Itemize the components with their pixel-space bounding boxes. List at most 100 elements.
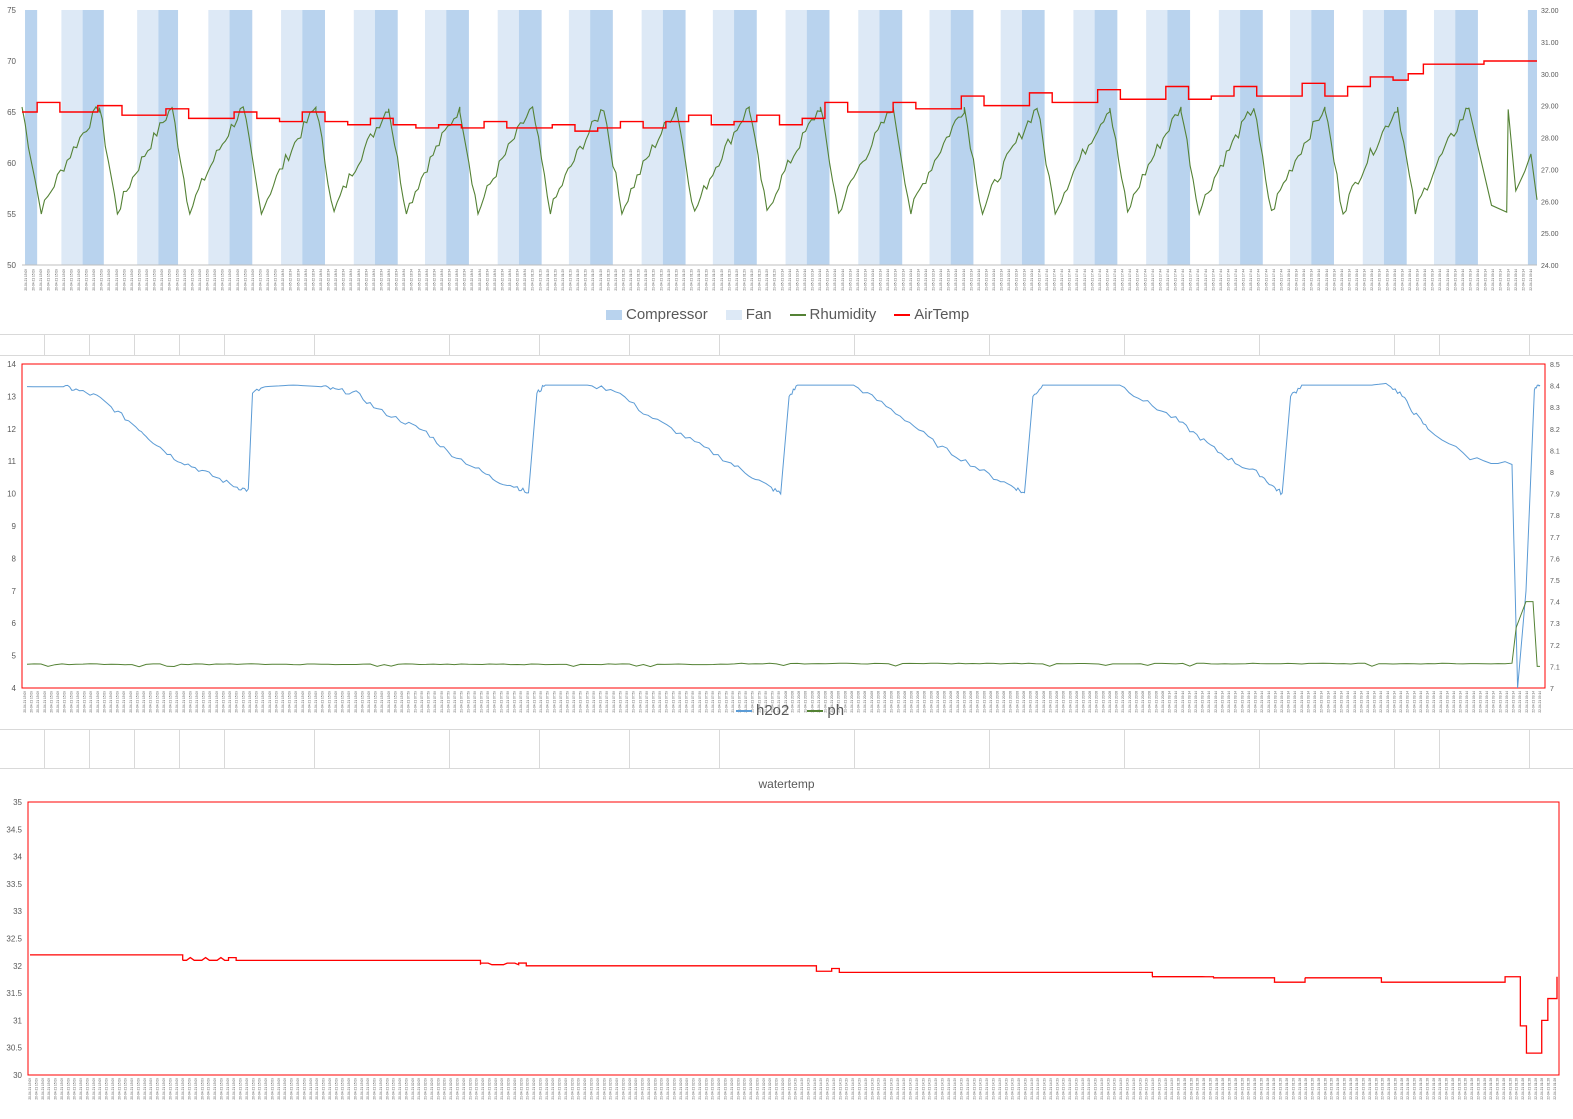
x-tick-label: 20-04-21 15:09 [39,269,43,291]
x-tick-label: 21-04-21 14:29 [857,1078,861,1100]
x-tick-label: 22-04-21 01:28 [1234,1078,1238,1100]
x-tick-label: 21-05-21 10:14 [909,269,913,291]
x-tick-label: 21-04-21 14:29 [813,1078,817,1100]
x-tick-label: 21-05-21 10:14 [871,269,875,291]
x-tick-label: 22-04-21 09:14 [1187,691,1191,713]
x-tick-label: 21-05-21 10:14 [879,269,883,291]
x-tick-label: 21-04-21 02:09 [564,1078,568,1100]
x-tick-label: 22-04-21 09:14 [1484,269,1488,291]
x-tick-label: 21-04-21 20:08 [1009,691,1013,713]
x-tick-label: 21-04-21 01:29 [742,269,746,291]
series-line-ph [26,601,1540,668]
y-tick-10: 35 [13,798,22,807]
legend-label-airtemp: AirTemp [914,306,970,323]
x-tick-label: 21-04-21 02:09 [558,1078,562,1100]
x-tick-label: 22-04-21 01:28 [1253,1078,1257,1100]
y-left-tick-5: 75 [7,6,16,15]
x-tick-label: 22-04-21 09:14 [1491,269,1495,291]
x-tick-label: 21-04-21 14:29 [1164,1078,1168,1100]
x-tick-label: 22-04-21 09:14 [1306,691,1310,713]
x-tick-label: 20-04-21 15:09 [314,691,318,713]
x-tick-label: 21-05-21 17:44 [1060,269,1064,291]
x-tick-label: 21-05-21 10:14 [1022,269,1026,291]
x-tick-label: 20-04-21 15:09 [188,1078,192,1100]
x-tick-label: 21-04-21 14:29 [806,1078,810,1100]
x-tick-label: 21-05-21 17:44 [1105,269,1109,291]
x-tick-label: 22-04-21 01:28 [1515,1078,1519,1100]
x-tick-label: 21-04-21 02:09 [449,1078,453,1100]
x-tick-label: 20-04-21 15:09 [241,691,245,713]
compressor-bar-6 [446,10,469,265]
x-tick-label: 21-04-21 07:59 [499,691,503,713]
x-tick-label: 21-04-21 14:29 [870,1078,874,1100]
x-tick-label: 21-04-21 07:59 [704,691,708,713]
x-tick-label: 20-05-22 18:34 [425,269,429,291]
x-tick-label: 21-04-21 02:09 [411,1078,415,1100]
x-tick-label: 21-05-21 10:14 [977,269,981,291]
legend-label-h2o2: h2o2 [756,702,790,719]
x-tick-label: 20-04-21 15:09 [215,691,219,713]
x-tick-label: 21-04-21 01:29 [569,269,573,291]
x-tick-label: 21-04-21 20:08 [1141,691,1145,713]
x-tick-label: 20-04-21 15:09 [79,1078,83,1100]
x-tick-label: 21-04-21 14:29 [1081,1078,1085,1100]
x-tick-label: 20-04-21 15:09 [315,1078,319,1100]
x-tick-label: 22-04-21 09:14 [1359,691,1363,713]
x-tick-label: 20-04-21 15:09 [54,269,58,291]
x-tick-label: 21-04-21 20:08 [1161,691,1165,713]
x-tick-label: 20-04-21 15:09 [366,1078,370,1100]
x-tick-label: 22-04-21 09:14 [1423,269,1427,291]
x-tick-label: 21-04-21 02:09 [526,1078,530,1100]
x-tick-label: 22-04-21 01:28 [1534,1078,1538,1100]
x-tick-label: 21-05-21 10:14 [795,269,799,291]
x-tick-label: 21-04-21 07:59 [744,691,748,713]
x-tick-label: 21-04-21 14:29 [953,1078,957,1100]
x-tick-label: 20-04-21 15:09 [321,691,325,713]
x-tick-label: 21-04-21 01:29 [690,269,694,291]
x-tick-label: 21-04-21 20:08 [896,691,900,713]
compressor-bar-16 [1167,10,1191,265]
x-tick-label: 20-04-21 15:09 [43,691,47,713]
x-tick-label: 21-04-21 20:08 [1148,691,1152,713]
x-tick-label: 21-05-21 17:44 [1211,269,1215,291]
x-tick-label: 21-04-21 02:09 [519,1078,523,1100]
x-tick-label: 20-04-21 15:09 [181,1078,185,1100]
x-tick-label: 22-04-21 09:14 [1293,691,1297,713]
x-tick-label: 20-04-21 15:09 [137,269,141,291]
x-tick-label: 21-05-21 10:14 [924,269,928,291]
x-tick-label: 21-05-21 17:44 [1075,269,1079,291]
x-tick-label: 22-04-21 09:14 [1310,269,1314,291]
x-tick-label: 21-04-21 14:29 [1068,1078,1072,1100]
x-tick-label: 20-04-21 15:09 [283,1078,287,1100]
x-tick-label: 20-04-21 15:09 [309,1078,313,1100]
x-tick-label: 21-04-21 14:29 [832,1078,836,1100]
compressor-bar-4 [302,10,325,265]
x-tick-label: 20-04-21 15:09 [398,1078,402,1100]
x-tick-label: 22-04-21 01:28 [1527,1078,1531,1100]
x-tick-label: 22-04-21 01:28 [1355,1078,1359,1100]
compressor-bar-2 [158,10,179,265]
x-tick-label: 21-04-21 01:29 [697,269,701,291]
x-tick-label: 21-04-21 07:59 [493,691,497,713]
x-tick-label: 21-04-21 02:09 [717,1078,721,1100]
x-tick-label: 21-04-21 07:59 [645,691,649,713]
x-tick-label: 20-04-21 15:09 [322,1078,326,1100]
compressor-bar-10 [734,10,757,265]
x-tick-label: 21-05-21 10:14 [932,269,936,291]
x-tick-label: 22-04-21 09:14 [1174,691,1178,713]
x-tick-label: 21-04-21 20:08 [857,691,861,713]
compressor-bar-3 [229,10,253,265]
x-tick-label: 21-04-21 14:29 [889,1078,893,1100]
x-tick-label: 21-04-21 14:29 [985,1078,989,1100]
x-tick-label: 21-04-21 14:29 [902,1078,906,1100]
x-tick-label: 22-04-21 09:14 [1220,691,1224,713]
x-tick-label: 21-05-21 17:44 [1037,269,1041,291]
x-tick-label: 22-04-21 01:28 [1406,1078,1410,1100]
x-tick-label: 22-04-21 01:28 [1381,1078,1385,1100]
x-tick-label: 21-04-21 14:29 [851,1078,855,1100]
x-tick-label: 20-04-21 15:09 [374,691,378,713]
x-tick-label: 22-04-21 01:28 [1228,1078,1232,1100]
x-tick-label: 22-04-21 01:28 [1240,1078,1244,1100]
x-tick-label: 22-04-21 01:28 [1362,1078,1366,1100]
x-tick-label: 20-05-22 18:34 [319,269,323,291]
